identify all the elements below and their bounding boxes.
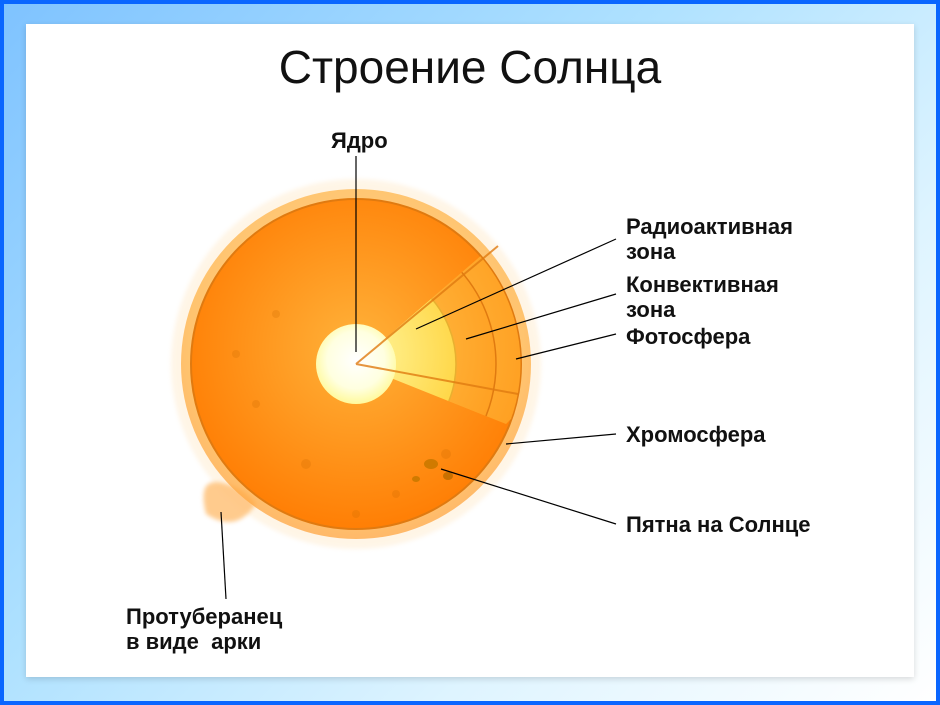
sun-diagram: Ядро Радиоактивная зона Конвективная зон… bbox=[46, 124, 894, 657]
content-panel: Строение Солнца bbox=[26, 24, 914, 677]
label-core: Ядро bbox=[331, 128, 388, 153]
page-title: Строение Солнца bbox=[26, 40, 914, 94]
sun-svg bbox=[166, 164, 546, 564]
slide-frame: Строение Солнца bbox=[0, 0, 940, 705]
label-radiative-zone: Радиоактивная зона bbox=[626, 214, 793, 265]
label-chromosphere: Хромосфера bbox=[626, 422, 766, 447]
label-sunspots: Пятна на Солнце bbox=[626, 512, 811, 537]
label-prominence: Протуберанец в виде арки bbox=[126, 604, 282, 655]
label-photosphere: Фотосфера bbox=[626, 324, 750, 349]
label-convective-zone: Конвективная зона bbox=[626, 272, 779, 323]
